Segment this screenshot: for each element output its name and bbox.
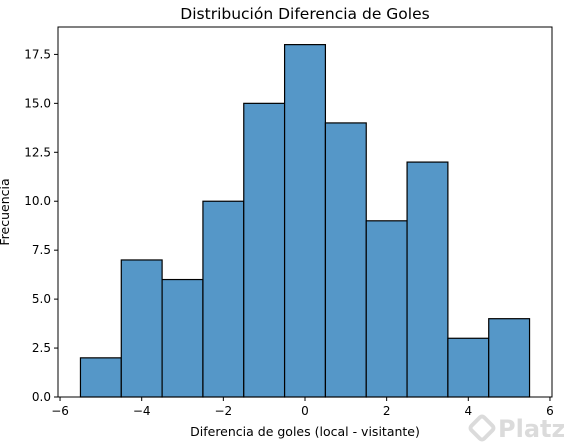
histogram-bar	[202, 200, 245, 398]
x-tick-label: 2	[383, 404, 391, 418]
y-axis-label: Frecuencia	[0, 178, 12, 245]
y-tick-label: 15.0	[24, 96, 51, 110]
x-tick-label: −2	[214, 404, 232, 418]
x-tick-label: −4	[133, 404, 151, 418]
chart-title: Distribución Diferencia de Goles	[180, 5, 429, 23]
histogram-bar	[283, 44, 327, 398]
bars-group	[79, 44, 531, 398]
histogram-bar	[243, 102, 286, 398]
y-tick-label: 17.5	[24, 47, 51, 61]
y-axis-ticks: 0.0 2.5 5.0 7.5 10.0 12.5 15.0 17.5	[24, 47, 58, 404]
x-axis-ticks: −6 −4 −2 0 2 4 6	[51, 397, 554, 418]
histogram-bar	[447, 337, 490, 398]
histogram-bar	[406, 161, 449, 398]
x-tick-label: 6	[546, 404, 554, 418]
x-tick-label: 0	[301, 404, 309, 418]
x-axis-label: Diferencia de goles (local - visitante)	[190, 424, 420, 439]
histogram-bar	[161, 278, 204, 398]
histogram-bar	[120, 259, 163, 398]
y-tick-label: 7.5	[32, 243, 51, 257]
histogram-bar	[324, 122, 367, 398]
watermark-text: Platzi	[498, 415, 564, 443]
y-tick-label: 0.0	[32, 390, 51, 404]
y-tick-label: 12.5	[24, 145, 51, 159]
histogram-bar	[488, 318, 531, 398]
x-tick-label: 4	[464, 404, 472, 418]
y-tick-label: 5.0	[32, 292, 51, 306]
x-tick-label: −6	[51, 404, 69, 418]
histogram-bar	[79, 357, 122, 398]
platzi-logo-icon	[468, 414, 496, 442]
histogram-bar	[365, 220, 408, 398]
y-tick-label: 10.0	[24, 194, 51, 208]
y-tick-label: 2.5	[32, 341, 51, 355]
platzi-watermark: Platzi	[468, 414, 564, 443]
